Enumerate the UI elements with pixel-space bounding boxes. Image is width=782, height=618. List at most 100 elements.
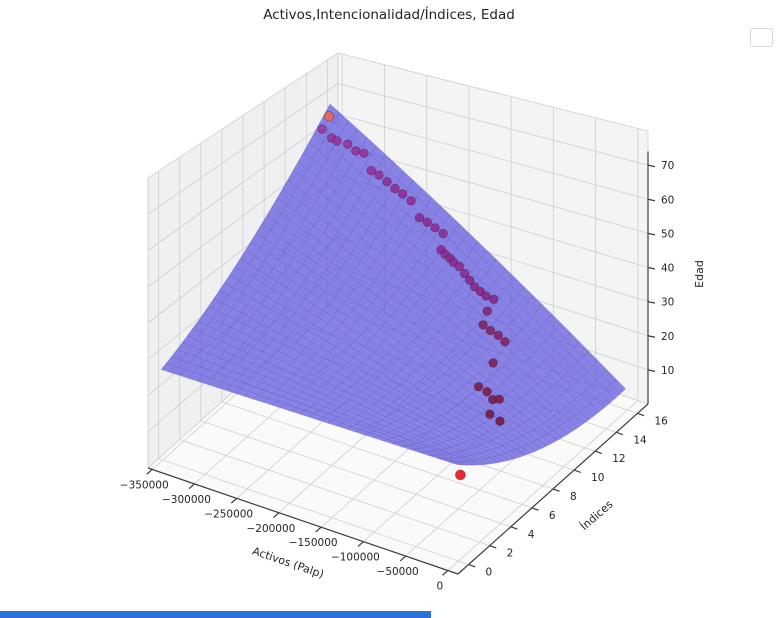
chart-title: Activos,Intencionalidad/Índices, Edad [263, 7, 515, 23]
x-tick-label: −350000 [120, 479, 169, 491]
data-point [469, 282, 480, 292]
data-point [500, 337, 510, 347]
z-tick-label: 10 [661, 365, 674, 377]
x-tick [230, 497, 238, 504]
y-tick [552, 488, 560, 492]
data-point [493, 330, 503, 341]
y-tick-label: 0 [486, 567, 493, 579]
grid-line [337, 83, 649, 166]
z-tick [647, 232, 656, 236]
data-point [359, 148, 369, 158]
data-point [317, 124, 327, 134]
z-tick [647, 164, 656, 168]
y-tick [616, 431, 624, 436]
data-point [414, 212, 425, 223]
data-point [343, 139, 353, 149]
x-tick-label: −100000 [331, 552, 380, 564]
data-point [485, 325, 496, 336]
z-tick-label: 20 [661, 331, 674, 343]
data-point [489, 294, 499, 305]
data-point [482, 386, 492, 397]
data-point [460, 268, 470, 279]
y-axis-label: Índices [578, 498, 616, 533]
data-point [438, 228, 448, 239]
z-tick-label: 50 [661, 228, 674, 240]
y-tick-label: 16 [654, 415, 668, 427]
z-tick [647, 369, 656, 372]
z-tick-label: 40 [661, 263, 674, 275]
z-tick-label: 60 [661, 194, 674, 206]
grid-line [158, 458, 469, 565]
data-point [465, 275, 475, 285]
z-tick [647, 266, 656, 270]
z-tick-label: 70 [661, 160, 674, 172]
x-tick [273, 512, 280, 519]
x-tick [357, 541, 364, 547]
y-tick [489, 545, 497, 549]
y-tick [468, 563, 476, 568]
y-tick-label: 12 [612, 453, 625, 465]
data-point [332, 136, 342, 146]
data-point [495, 416, 505, 426]
x-tick-label: −300000 [162, 494, 211, 506]
data-point [397, 189, 408, 199]
z-tick [647, 198, 656, 202]
y-tick [637, 412, 645, 417]
data-point [366, 165, 376, 176]
y-tick-label: 14 [633, 434, 647, 446]
data-point [323, 111, 335, 122]
data-point [485, 409, 495, 419]
grid-line [221, 401, 533, 509]
data-point [430, 223, 440, 233]
x-tick-label: 0 [437, 581, 444, 593]
data-point [473, 381, 484, 392]
z-axis-label: Edad [693, 260, 706, 288]
y-tick [531, 507, 539, 511]
x-axis-label: Activos (Palp) [251, 544, 326, 581]
y-tick-label: 6 [549, 510, 556, 522]
surface-quad [447, 461, 463, 466]
y-tick-label: 10 [591, 472, 604, 484]
z-tick [647, 301, 656, 304]
data-point [351, 146, 361, 156]
data-point [374, 170, 384, 180]
y-tick [595, 450, 603, 455]
x-tick [146, 468, 153, 475]
grid-line [147, 113, 339, 251]
grid-line [179, 439, 490, 547]
legend-box [750, 28, 773, 47]
data-point [481, 291, 491, 301]
grid-line [200, 420, 511, 528]
y-tick [573, 469, 581, 473]
y-tick-label: 4 [528, 529, 535, 541]
grid-line [147, 83, 339, 215]
data-point [454, 469, 466, 481]
x-tick-label: −50000 [377, 566, 419, 578]
y-tick-label: 8 [570, 491, 577, 503]
bottom-blue-bar [0, 611, 431, 618]
x-tick [315, 526, 322, 533]
x-tick-label: −250000 [204, 508, 253, 520]
data-point [478, 320, 488, 330]
x-tick [188, 483, 195, 490]
scatter-points [317, 111, 510, 481]
x-tick-label: −150000 [289, 537, 338, 549]
x-tick-label: −200000 [246, 523, 295, 535]
x-tick [399, 555, 407, 562]
x-tick [442, 570, 449, 576]
data-point [406, 196, 416, 206]
z-tick-label: 30 [661, 297, 674, 309]
data-point [382, 177, 392, 187]
data-point [422, 217, 432, 227]
z-tick [647, 335, 656, 338]
data-point [494, 394, 505, 404]
data-point [488, 358, 498, 368]
data-point [482, 306, 492, 316]
x-axis-spine [147, 467, 459, 575]
y-tick-label: 2 [507, 548, 514, 560]
y-tick [510, 526, 518, 530]
grid-line [337, 113, 649, 200]
data-point [454, 261, 465, 272]
